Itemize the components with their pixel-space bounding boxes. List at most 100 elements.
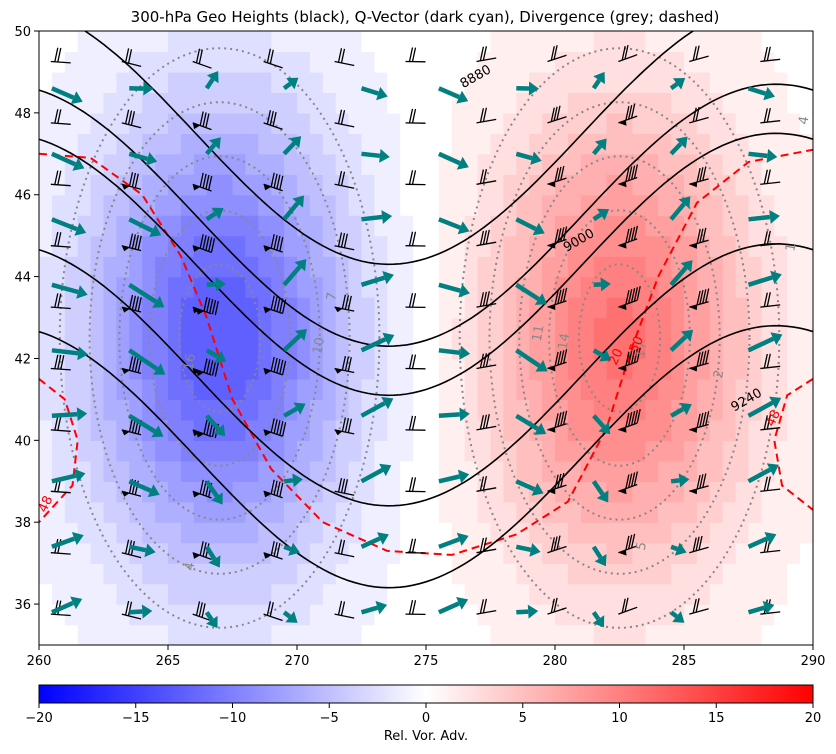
field-cell <box>51 133 66 155</box>
field-cell <box>426 153 440 175</box>
field-cell <box>219 604 234 626</box>
field-cell <box>735 522 750 544</box>
field-cell <box>39 256 53 278</box>
wind-barb <box>547 410 568 433</box>
divergence-contour <box>178 263 262 413</box>
field-cell <box>658 194 672 216</box>
field-cell <box>206 153 221 175</box>
field-cell <box>477 215 492 237</box>
field-cell <box>284 501 298 523</box>
field-cell <box>322 71 337 93</box>
field-cell <box>335 563 350 585</box>
q-vector <box>51 282 88 299</box>
field-cell <box>709 31 724 53</box>
field-cell <box>413 378 427 400</box>
field-cell <box>490 460 504 482</box>
field-cell <box>477 133 492 155</box>
field-cell <box>542 378 556 400</box>
field-cell <box>593 378 608 400</box>
field-cell <box>438 542 453 564</box>
field-cell <box>284 153 298 175</box>
field-cell <box>671 215 685 237</box>
field-cell <box>348 440 363 462</box>
field-cell <box>374 133 388 155</box>
field-cell <box>709 92 724 114</box>
field-cell <box>193 276 208 298</box>
field-cell <box>322 215 337 237</box>
wind-barb <box>405 108 426 124</box>
field-cell <box>800 338 813 360</box>
field-cell <box>696 112 711 134</box>
field-cell <box>51 522 66 544</box>
field-cell <box>413 31 427 53</box>
q-vector <box>593 277 611 292</box>
field-cell <box>400 460 414 482</box>
divergence-contour <box>518 155 721 521</box>
field-cell <box>155 276 169 298</box>
field-cell <box>735 378 750 400</box>
field-cell <box>180 215 195 237</box>
field-cell <box>116 338 130 360</box>
field-cell <box>348 256 363 278</box>
field-cell <box>322 153 337 175</box>
field-cell <box>155 624 169 645</box>
field-cell <box>567 71 582 93</box>
field-cell <box>348 51 363 73</box>
field-cell <box>451 481 466 503</box>
field-cell <box>77 51 92 73</box>
field-cell <box>542 563 556 585</box>
field-cell <box>632 583 646 605</box>
field-cell <box>516 583 530 605</box>
field-cell <box>309 51 324 73</box>
field-cell <box>516 92 530 114</box>
x-tick-label: 260 <box>27 654 52 669</box>
field-cell <box>374 112 388 134</box>
y-tick-label: 46 <box>14 189 31 204</box>
field-cell <box>645 215 659 237</box>
q-vector <box>669 196 691 221</box>
field-cell <box>542 358 556 380</box>
field-cell <box>361 31 375 53</box>
field-cell <box>348 92 363 114</box>
x-tick-label: 270 <box>285 654 310 669</box>
field-cell <box>606 419 621 441</box>
field-cell <box>413 624 427 645</box>
q-vector <box>591 611 605 628</box>
q-vector <box>747 532 777 549</box>
field-cell <box>206 522 221 544</box>
field-cell <box>709 194 724 216</box>
field-cell <box>748 194 762 216</box>
field-cell <box>103 419 117 441</box>
field-cell <box>219 522 234 544</box>
field-cell <box>761 31 775 53</box>
field-cell <box>155 153 169 175</box>
field-cell <box>542 194 556 216</box>
field-cell <box>606 71 621 93</box>
field-cell <box>606 501 621 523</box>
field-cell <box>516 112 530 134</box>
field-cell <box>155 481 169 503</box>
field-cell <box>322 256 337 278</box>
field-cell <box>426 440 440 462</box>
field-cell <box>464 194 479 216</box>
field-cell <box>64 604 79 626</box>
q-vector <box>747 396 782 418</box>
q-vector <box>129 604 153 619</box>
field-cell <box>413 215 427 237</box>
field-cell <box>477 92 492 114</box>
field-cell <box>309 215 324 237</box>
field-cell <box>490 358 504 380</box>
field-cell <box>361 440 375 462</box>
field-cell <box>245 235 259 257</box>
field-cell <box>774 215 788 237</box>
field-cell <box>168 31 182 53</box>
wind-barb <box>547 45 567 63</box>
field-cell <box>413 71 427 93</box>
field-cell <box>322 338 337 360</box>
wind-barb <box>192 172 213 192</box>
wind-barb <box>334 48 355 67</box>
field-cell <box>155 31 169 53</box>
field-cell <box>580 481 595 503</box>
field-cell <box>800 522 813 544</box>
field-cell <box>387 297 401 319</box>
